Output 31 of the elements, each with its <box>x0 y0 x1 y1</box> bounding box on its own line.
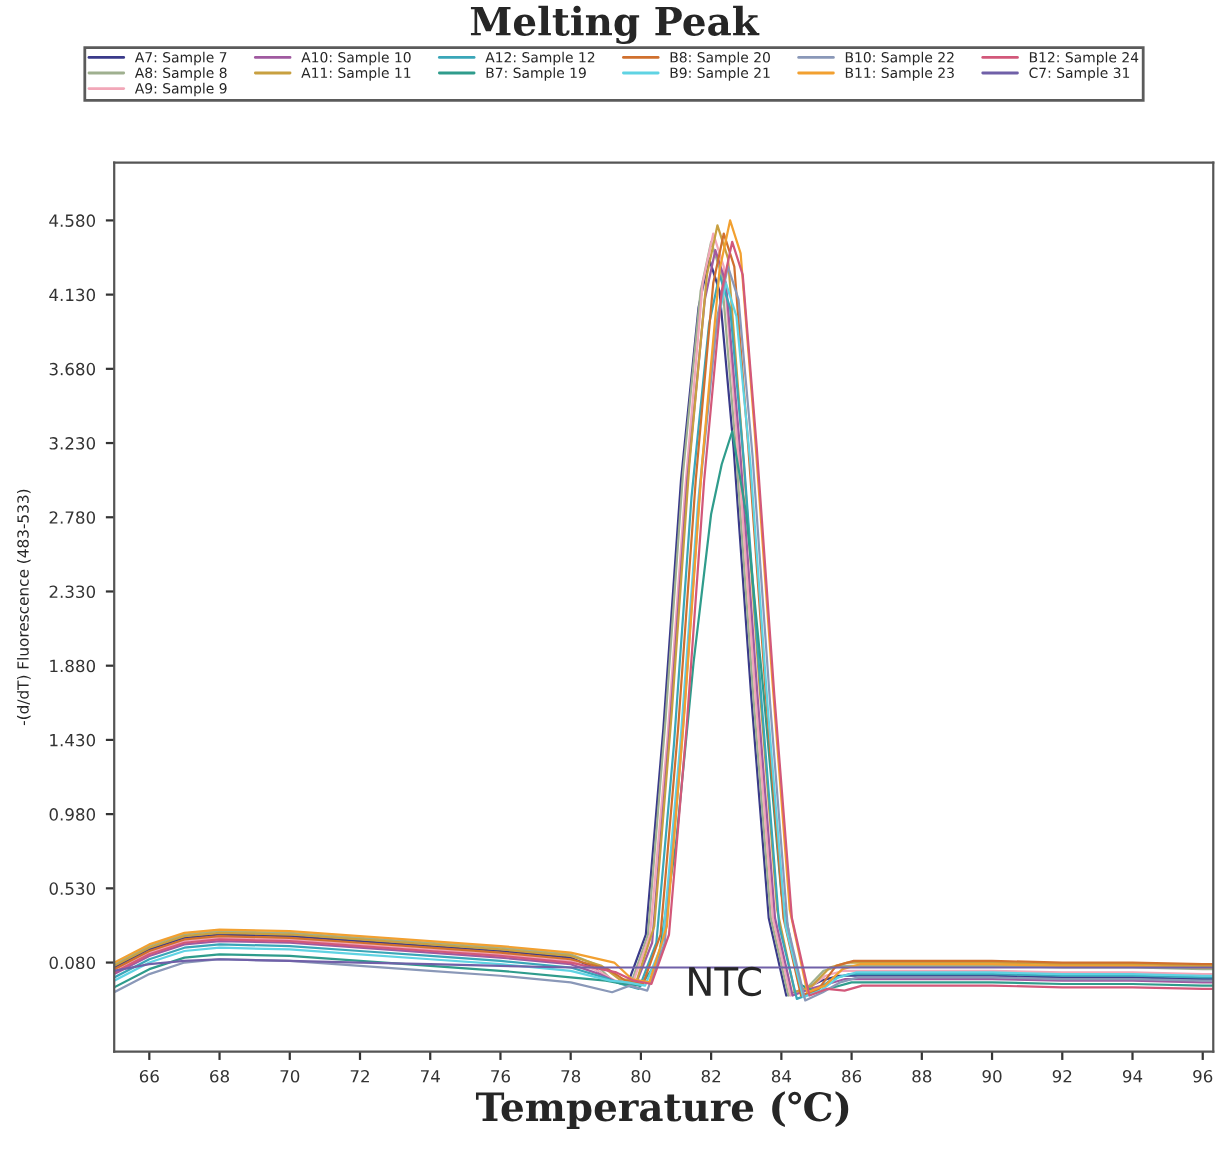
x-tick-label: 94 <box>1122 1069 1143 1083</box>
x-tick-label: 68 <box>210 1069 230 1083</box>
x-tick-label: 66 <box>139 1069 159 1083</box>
x-tick-label: 72 <box>350 1069 369 1083</box>
x-tick-label: 86 <box>842 1069 862 1083</box>
x-tick-label: 96 <box>1193 1069 1213 1083</box>
y-tick-label: 0.980 <box>49 808 96 821</box>
x-tick-label: 84 <box>771 1069 792 1083</box>
y-tick-label: 0.530 <box>49 882 96 895</box>
x-tick-label: 90 <box>982 1069 1002 1083</box>
chart-title: Melting Peak <box>470 5 760 44</box>
annotation: NTC <box>689 966 761 997</box>
y-tick-label: 4.580 <box>49 214 96 227</box>
y-tick-label: 3.230 <box>49 437 96 450</box>
x-tick-label: 82 <box>701 1069 721 1083</box>
line-series <box>114 430 1214 994</box>
x-tick-label: 74 <box>420 1070 440 1083</box>
y-tick-label: 2.330 <box>49 585 96 599</box>
x-tick-label: 92 <box>1052 1069 1072 1083</box>
y-tick-label: 1.430 <box>50 733 96 747</box>
y-tick-label: 2.780 <box>49 511 96 524</box>
y-tick-label: 4.130 <box>49 288 96 302</box>
x-tick-label: 70 <box>280 1069 300 1083</box>
x-tick-label: 78 <box>561 1069 581 1083</box>
x-tick-label: 76 <box>491 1069 511 1083</box>
x-axis-title: Temperature (℃) <box>475 1091 849 1129</box>
y-tick-label: 0.080 <box>49 956 96 970</box>
x-tick-label: 88 <box>912 1069 932 1083</box>
y-tick-label: 1.880 <box>50 659 96 673</box>
x-tick-label: 80 <box>631 1069 651 1083</box>
y-tick-label: 3.680 <box>49 362 96 376</box>
